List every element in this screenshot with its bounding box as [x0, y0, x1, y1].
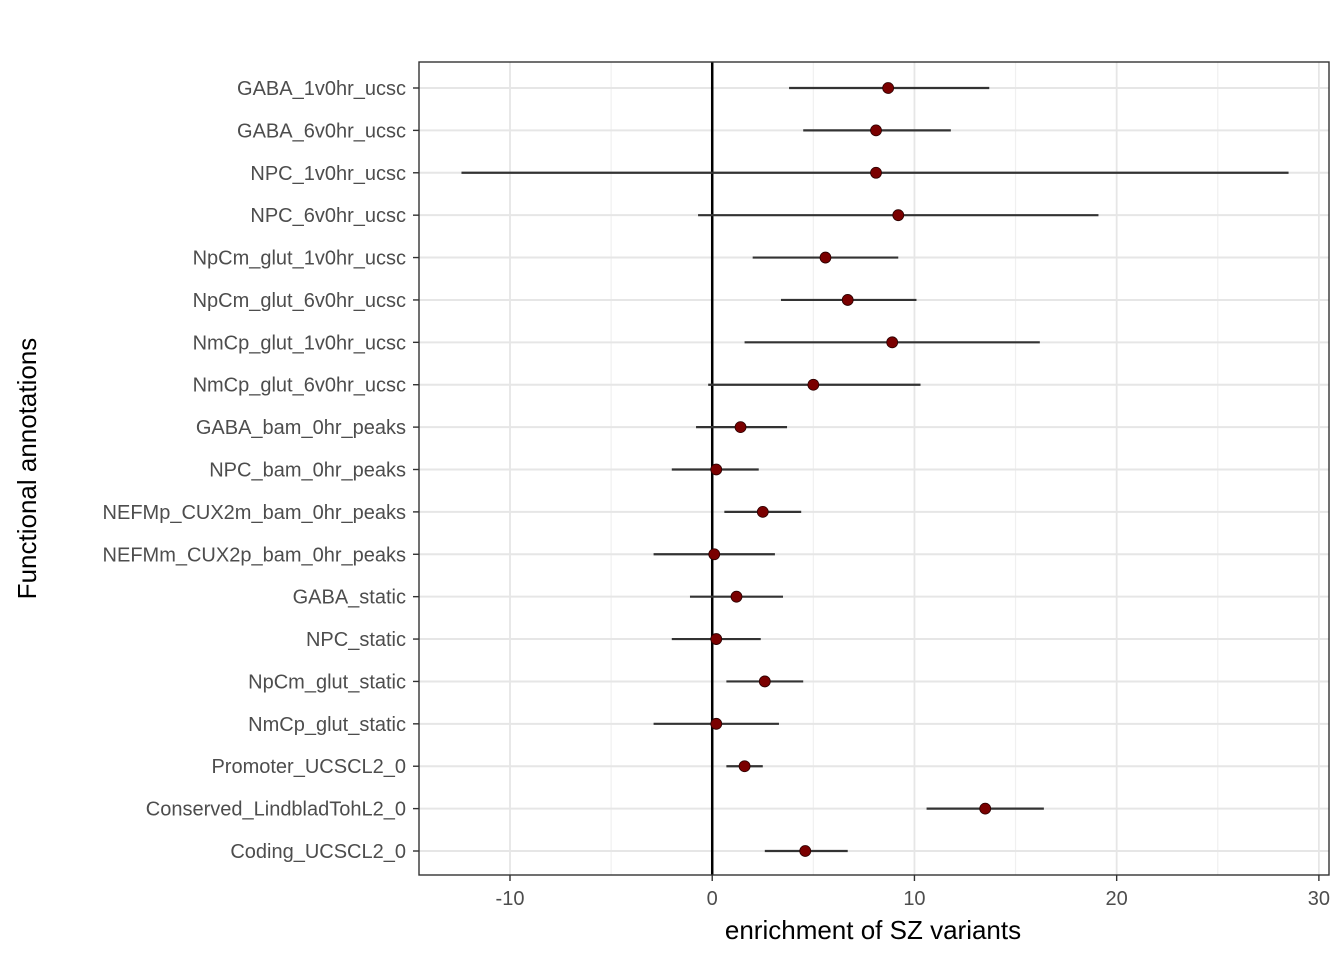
panel-border [418, 61, 1330, 876]
estimate-point [708, 548, 721, 561]
y-tick-label: NmCp_glut_6v0hr_ucsc [193, 375, 406, 397]
y-tick-label: NPC_1v0hr_ucsc [250, 163, 406, 185]
estimate-point [870, 124, 882, 137]
estimate-point [892, 209, 905, 222]
estimate-point [730, 590, 743, 603]
y-tick-label: NEFMm_CUX2p_bam_0hr_peaks [103, 544, 406, 566]
x-tick-label: 0 [707, 888, 718, 910]
x-tick-label: 10 [903, 888, 925, 910]
y-tick-label: NmCp_glut_1v0hr_ucsc [193, 332, 406, 354]
y-tick-label: NPC_static [306, 629, 406, 651]
estimate-point [819, 251, 832, 264]
estimate-point [710, 633, 723, 645]
x-axis-ticks: -10 0 10 20 30 [496, 875, 1330, 910]
estimate-point [734, 421, 747, 434]
y-tick-label: Promoter_UCSCL2_0 [211, 756, 406, 778]
y-tick-label: NEFMp_CUX2m_bam_0hr_peaks [103, 502, 406, 524]
x-tick-label: -10 [496, 888, 525, 910]
y-tick-label: GABA_6v0hr_ucsc [237, 120, 406, 142]
x-tick-label: 20 [1106, 888, 1128, 910]
estimate-point [886, 336, 899, 349]
y-axis-title: Functional annotations [12, 338, 42, 600]
y-tick-label: Conserved_LindbladTohL2_0 [146, 799, 406, 821]
estimate-point [841, 294, 854, 306]
y-tick-label: NpCm_glut_6v0hr_ucsc [193, 290, 406, 312]
x-tick-label: 30 [1308, 888, 1330, 910]
estimate-point [807, 378, 820, 391]
y-tick-label: GABA_bam_0hr_peaks [196, 417, 406, 439]
estimate-point [979, 802, 992, 815]
estimate-point [870, 166, 882, 179]
x-axis-title: enrichment of SZ variants [725, 915, 1021, 945]
y-tick-label: NPC_bam_0hr_peaks [209, 460, 406, 482]
y-axis-ticks: GABA_1v0hr_ucsc GABA_6v0hr_ucsc NPC_1v0hr_… [103, 78, 419, 863]
estimate-points [708, 82, 992, 857]
y-tick-label: NpCm_glut_static [248, 671, 406, 693]
y-tick-label: NpCm_glut_1v0hr_ucsc [193, 248, 406, 270]
estimate-point [799, 845, 812, 857]
y-tick-label: NmCp_glut_static [248, 714, 406, 736]
estimate-point [758, 675, 771, 688]
estimate-point [710, 463, 723, 476]
y-tick-label: GABA_1v0hr_ucsc [237, 78, 406, 100]
y-tick-label: GABA_static [293, 587, 406, 609]
y-tick-label: NPC_6v0hr_ucsc [250, 205, 406, 227]
estimate-point [756, 505, 769, 518]
estimate-point [882, 82, 895, 94]
estimate-point [738, 760, 751, 773]
y-tick-label: Coding_UCSCL2_0 [230, 841, 406, 863]
estimate-point [710, 717, 723, 730]
